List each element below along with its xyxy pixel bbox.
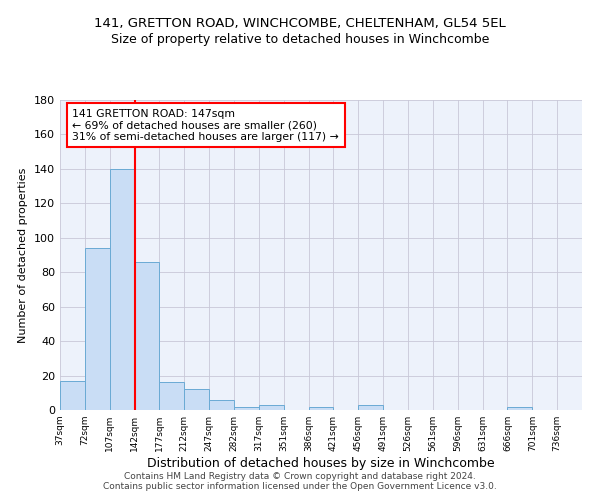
X-axis label: Distribution of detached houses by size in Winchcombe: Distribution of detached houses by size … xyxy=(147,457,495,470)
Y-axis label: Number of detached properties: Number of detached properties xyxy=(19,168,28,342)
Bar xyxy=(60,380,85,410)
Bar xyxy=(209,400,234,410)
Bar xyxy=(358,405,383,410)
Text: Contains public sector information licensed under the Open Government Licence v3: Contains public sector information licen… xyxy=(103,482,497,491)
Bar xyxy=(85,248,110,410)
Bar xyxy=(234,406,259,410)
Bar xyxy=(184,390,209,410)
Text: Size of property relative to detached houses in Winchcombe: Size of property relative to detached ho… xyxy=(111,32,489,46)
Bar xyxy=(110,169,134,410)
Bar xyxy=(308,406,334,410)
Bar xyxy=(134,262,160,410)
Text: 141, GRETTON ROAD, WINCHCOMBE, CHELTENHAM, GL54 5EL: 141, GRETTON ROAD, WINCHCOMBE, CHELTENHA… xyxy=(94,18,506,30)
Text: Contains HM Land Registry data © Crown copyright and database right 2024.: Contains HM Land Registry data © Crown c… xyxy=(124,472,476,481)
Bar xyxy=(259,405,284,410)
Bar xyxy=(160,382,184,410)
Text: 141 GRETTON ROAD: 147sqm
← 69% of detached houses are smaller (260)
31% of semi-: 141 GRETTON ROAD: 147sqm ← 69% of detach… xyxy=(73,108,339,142)
Bar xyxy=(508,406,532,410)
